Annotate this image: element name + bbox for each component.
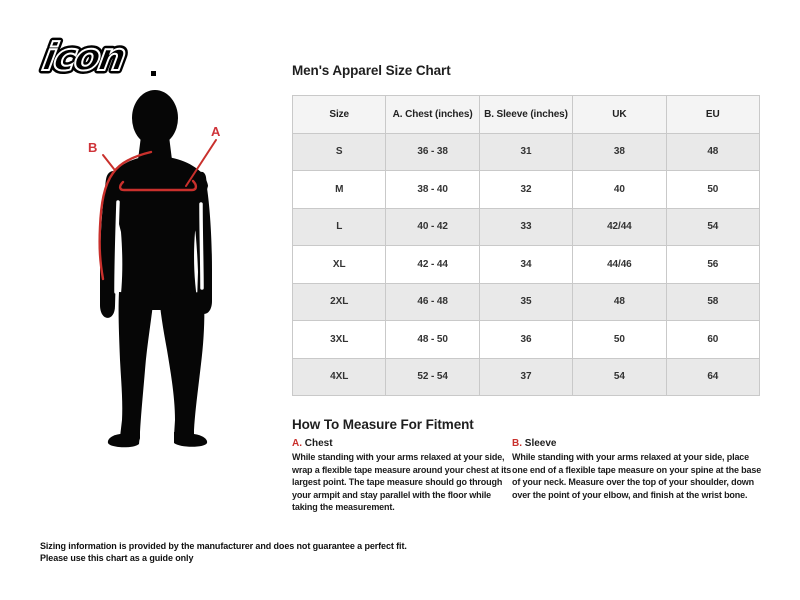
measurement-lines xyxy=(98,139,217,281)
column-header: B. Sleeve (inches) xyxy=(478,95,574,134)
callout-line-a xyxy=(185,139,217,187)
table-cell: 36 - 38 xyxy=(385,132,480,171)
measure-sleeve-text: While standing with your arms relaxed at… xyxy=(512,452,762,500)
table-cell: 34 xyxy=(478,245,574,284)
column-header: A. Chest (inches) xyxy=(385,95,480,134)
figure-right-leg xyxy=(159,292,205,443)
table-cell: 2XL xyxy=(291,282,387,321)
table-cell: 48 xyxy=(665,132,761,171)
fitment-title: How To Measure For Fitment xyxy=(292,417,474,432)
table-cell: 3XL xyxy=(291,320,387,359)
table-cell: 54 xyxy=(665,207,761,246)
chest-measure-line xyxy=(118,179,198,192)
figure-left-leg xyxy=(118,292,154,444)
figure-head xyxy=(132,90,178,146)
disclaimer-line-1: Sizing information is provided by the ma… xyxy=(40,541,407,551)
callout-line-b xyxy=(102,154,115,170)
table-cell: 50 xyxy=(665,170,761,209)
table-cell: 42/44 xyxy=(572,207,667,246)
table-cell: 48 - 50 xyxy=(385,320,480,359)
size-table-container: Size A. Chest (inches) B. Sleeve (inches) U… xyxy=(291,95,761,396)
table-row: 3XL 48 - 50 36 50 60 xyxy=(291,320,761,359)
column-header: Size xyxy=(291,95,387,134)
table-cell: 38 - 40 xyxy=(385,170,480,209)
disclaimer-line-2: Please use this chart as a guide only xyxy=(40,553,194,563)
measure-chest-prefix: A. xyxy=(292,438,302,449)
sleeve-measure-line xyxy=(98,150,153,281)
measure-sleeve-label: Sleeve xyxy=(524,438,557,449)
measurement-figure: A B xyxy=(58,82,283,452)
table-cell: 42 - 44 xyxy=(385,245,480,284)
table-cell: 54 xyxy=(572,357,667,396)
size-table-body: S 36 - 38 31 38 48 M 38 - 40 32 40 50 L 40 - 42 33 42… xyxy=(291,132,761,396)
measurement-figure-svg: A B xyxy=(88,90,221,448)
table-cell: 40 xyxy=(572,170,667,209)
logo-text-inline: icon xyxy=(39,35,128,80)
table-cell: 37 xyxy=(478,357,574,396)
figure-label-b: B xyxy=(88,140,97,155)
figure-arm-gaps xyxy=(114,200,204,294)
table-cell: 52 - 54 xyxy=(385,357,480,396)
table-row: L 40 - 42 33 42/44 54 xyxy=(291,207,761,246)
table-cell: 40 - 42 xyxy=(385,207,480,246)
disclaimer: Sizing information is provided by the ma… xyxy=(40,540,407,564)
table-cell: 31 xyxy=(478,132,574,171)
logo-text-outline: icon xyxy=(39,35,128,80)
icon-logo-svg: icon icon xyxy=(36,32,156,83)
table-cell: 4XL xyxy=(291,357,387,396)
column-header: EU xyxy=(665,95,761,134)
size-table: Size A. Chest (inches) B. Sleeve (inches) U… xyxy=(291,95,761,396)
figure-right-foot xyxy=(174,432,208,447)
table-cell: 35 xyxy=(478,282,574,321)
table-row: XL 42 - 44 34 44/46 56 xyxy=(291,245,761,284)
measure-chest-label: Chest xyxy=(304,438,333,449)
table-cell: S xyxy=(291,132,387,171)
table-cell: 64 xyxy=(665,357,761,396)
table-cell: 38 xyxy=(572,132,667,171)
table-cell: 60 xyxy=(665,320,761,359)
table-cell: 48 xyxy=(572,282,667,321)
measure-chest-heading: A. Chest xyxy=(292,438,514,449)
table-cell: 56 xyxy=(665,245,761,284)
measure-sleeve-prefix: B. xyxy=(512,438,522,449)
column-header: UK xyxy=(572,95,667,134)
page-title: Men's Apparel Size Chart xyxy=(292,63,451,78)
measure-chest-section: A. Chest While standing with your arms r… xyxy=(292,438,514,514)
table-cell: 44/46 xyxy=(572,245,667,284)
figure-torso xyxy=(109,156,208,310)
table-cell: 46 - 48 xyxy=(385,282,480,321)
table-row: 2XL 46 - 48 35 48 58 xyxy=(291,282,761,321)
table-row: 4XL 52 - 54 37 54 64 xyxy=(291,357,761,396)
measure-sleeve-section: B. Sleeve While standing with your arms … xyxy=(512,438,762,501)
table-cell: 32 xyxy=(478,170,574,209)
table-row: M 38 - 40 32 40 50 xyxy=(291,170,761,209)
table-row: S 36 - 38 31 38 48 xyxy=(291,132,761,171)
table-cell: 36 xyxy=(478,320,574,359)
measure-chest-text: While standing with your arms relaxed at… xyxy=(292,452,512,512)
table-cell: M xyxy=(291,170,387,209)
table-cell: 50 xyxy=(572,320,667,359)
table-cell: L xyxy=(291,207,387,246)
table-cell: 33 xyxy=(478,207,574,246)
size-table-header-row: Size A. Chest (inches) B. Sleeve (inches) U… xyxy=(291,95,761,134)
table-cell: XL xyxy=(291,245,387,284)
logo-trademark-dot xyxy=(151,71,156,76)
measure-sleeve-heading: B. Sleeve xyxy=(512,438,762,449)
icon-logo: icon icon xyxy=(34,30,194,83)
figure-label-a: A xyxy=(211,124,221,139)
table-cell: 58 xyxy=(665,282,761,321)
figure-left-foot xyxy=(107,434,140,448)
